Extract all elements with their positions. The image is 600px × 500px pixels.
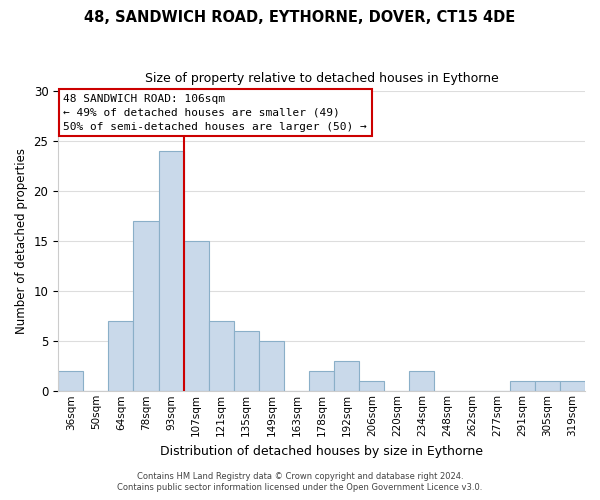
Bar	[560, 381, 585, 392]
Bar	[209, 321, 234, 392]
Bar	[234, 331, 259, 392]
Bar	[184, 241, 209, 392]
Bar	[359, 381, 384, 392]
Bar	[510, 381, 535, 392]
Bar	[309, 371, 334, 392]
X-axis label: Distribution of detached houses by size in Eythorne: Distribution of detached houses by size …	[160, 444, 483, 458]
Text: 48, SANDWICH ROAD, EYTHORNE, DOVER, CT15 4DE: 48, SANDWICH ROAD, EYTHORNE, DOVER, CT15…	[85, 10, 515, 25]
Bar	[535, 381, 560, 392]
Bar	[58, 371, 83, 392]
Bar	[334, 361, 359, 392]
Title: Size of property relative to detached houses in Eythorne: Size of property relative to detached ho…	[145, 72, 499, 86]
Text: 48 SANDWICH ROAD: 106sqm
← 49% of detached houses are smaller (49)
50% of semi-d: 48 SANDWICH ROAD: 106sqm ← 49% of detach…	[64, 94, 367, 132]
Bar	[133, 221, 158, 392]
Y-axis label: Number of detached properties: Number of detached properties	[15, 148, 28, 334]
Bar	[259, 341, 284, 392]
Text: Contains HM Land Registry data © Crown copyright and database right 2024.
Contai: Contains HM Land Registry data © Crown c…	[118, 472, 482, 492]
Bar	[109, 321, 133, 392]
Bar	[158, 151, 184, 392]
Bar	[409, 371, 434, 392]
